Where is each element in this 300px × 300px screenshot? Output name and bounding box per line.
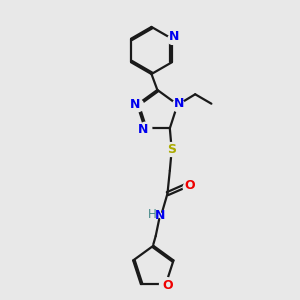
Text: N: N	[174, 97, 184, 110]
Text: N: N	[138, 123, 148, 136]
Text: O: O	[184, 179, 195, 193]
Text: H: H	[148, 208, 157, 221]
Text: N: N	[155, 209, 166, 222]
Text: N: N	[130, 98, 140, 111]
Text: N: N	[169, 30, 179, 44]
Text: O: O	[163, 279, 173, 292]
Text: S: S	[167, 143, 176, 156]
